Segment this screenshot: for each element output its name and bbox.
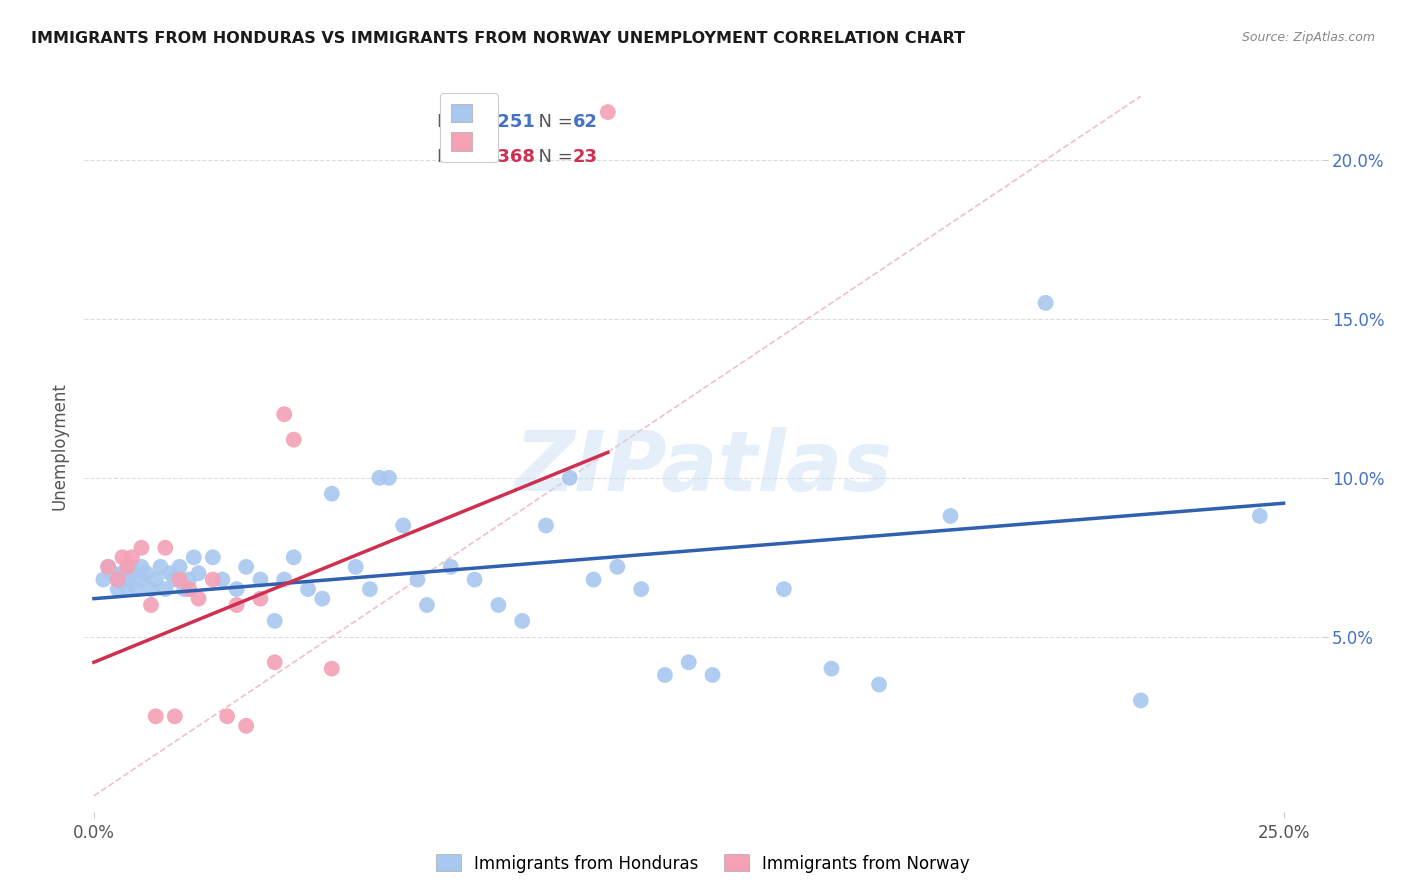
- Point: [169, 573, 191, 587]
- Point: [107, 573, 129, 587]
- Text: N =: N =: [527, 113, 579, 131]
- Point: [159, 566, 181, 581]
- Point: [187, 566, 209, 581]
- Point: [115, 559, 138, 574]
- Point: [155, 541, 177, 555]
- Point: [93, 573, 115, 587]
- Point: [121, 550, 143, 565]
- Point: [139, 582, 162, 596]
- Point: [534, 518, 557, 533]
- Point: [654, 668, 676, 682]
- Point: [630, 582, 652, 596]
- Point: [107, 573, 129, 587]
- Text: 0.368: 0.368: [478, 147, 534, 166]
- Point: [121, 559, 143, 574]
- Point: [1249, 508, 1271, 523]
- Point: [115, 573, 138, 587]
- Point: [1129, 693, 1152, 707]
- Point: [155, 582, 177, 596]
- Point: [111, 566, 134, 581]
- Point: [235, 719, 257, 733]
- Point: [131, 541, 153, 555]
- Point: [131, 573, 153, 587]
- Point: [392, 518, 415, 533]
- Point: [311, 591, 333, 606]
- Point: [263, 614, 285, 628]
- Point: [702, 668, 724, 682]
- Point: [321, 486, 343, 500]
- Point: [273, 573, 295, 587]
- Text: R =: R =: [437, 147, 477, 166]
- Point: [135, 566, 157, 581]
- Text: IMMIGRANTS FROM HONDURAS VS IMMIGRANTS FROM NORWAY UNEMPLOYMENT CORRELATION CHAR: IMMIGRANTS FROM HONDURAS VS IMMIGRANTS F…: [31, 31, 965, 46]
- Point: [486, 598, 509, 612]
- Point: [145, 573, 167, 587]
- Point: [510, 614, 533, 628]
- Point: [416, 598, 439, 612]
- Point: [359, 582, 381, 596]
- Point: [97, 559, 120, 574]
- Point: [378, 471, 401, 485]
- Point: [868, 677, 890, 691]
- Point: [558, 471, 581, 485]
- Point: [107, 582, 129, 596]
- Point: [368, 471, 391, 485]
- Point: [173, 582, 195, 596]
- Point: [121, 566, 143, 581]
- Point: [249, 591, 271, 606]
- Point: [1035, 296, 1057, 310]
- Point: [464, 573, 486, 587]
- Legend: Immigrants from Honduras, Immigrants from Norway: Immigrants from Honduras, Immigrants fro…: [429, 847, 977, 880]
- Point: [111, 550, 134, 565]
- Point: [344, 559, 367, 574]
- Point: [211, 573, 233, 587]
- Point: [163, 709, 186, 723]
- Point: [149, 559, 172, 574]
- Point: [283, 433, 305, 447]
- Point: [249, 573, 271, 587]
- Point: [177, 573, 200, 587]
- Text: 23: 23: [574, 147, 598, 166]
- Point: [115, 582, 138, 596]
- Text: 62: 62: [574, 113, 598, 131]
- Point: [596, 105, 619, 120]
- Point: [225, 582, 247, 596]
- Text: ZIPatlas: ZIPatlas: [515, 427, 891, 508]
- Point: [263, 655, 285, 669]
- Point: [201, 573, 224, 587]
- Point: [125, 582, 148, 596]
- Point: [187, 591, 209, 606]
- Point: [820, 662, 842, 676]
- Point: [169, 559, 191, 574]
- Point: [773, 582, 796, 596]
- Point: [139, 598, 162, 612]
- Point: [201, 550, 224, 565]
- Text: Source: ZipAtlas.com: Source: ZipAtlas.com: [1241, 31, 1375, 45]
- Text: R =: R =: [437, 113, 477, 131]
- Point: [97, 559, 120, 574]
- Legend: , : ,: [440, 93, 498, 162]
- Point: [101, 566, 124, 581]
- Point: [440, 559, 463, 574]
- Point: [606, 559, 628, 574]
- Point: [145, 709, 167, 723]
- Point: [177, 582, 200, 596]
- Point: [678, 655, 700, 669]
- Point: [183, 550, 205, 565]
- Point: [131, 559, 153, 574]
- Point: [939, 508, 962, 523]
- Point: [225, 598, 247, 612]
- Point: [582, 573, 605, 587]
- Point: [217, 709, 239, 723]
- Point: [235, 559, 257, 574]
- Point: [297, 582, 319, 596]
- Y-axis label: Unemployment: Unemployment: [51, 382, 69, 510]
- Point: [163, 573, 186, 587]
- Text: N =: N =: [527, 147, 579, 166]
- Point: [321, 662, 343, 676]
- Text: 0.251: 0.251: [478, 113, 534, 131]
- Point: [406, 573, 429, 587]
- Point: [283, 550, 305, 565]
- Point: [273, 407, 295, 421]
